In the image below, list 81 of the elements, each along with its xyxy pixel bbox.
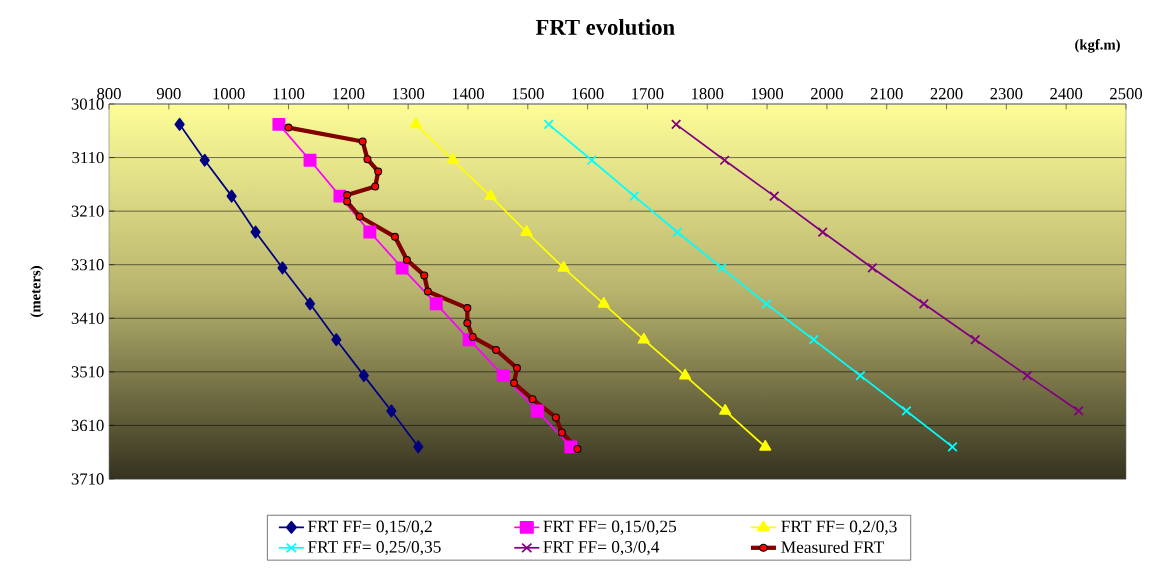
legend-label: FRT FF= 0,3/0,4 (543, 541, 660, 556)
chart-title: FRT evolution (535, 19, 675, 35)
x-tick-label: 2500 (1110, 88, 1143, 100)
point (586, 155, 597, 166)
point (557, 261, 570, 272)
point (409, 117, 422, 129)
point (918, 298, 929, 309)
legend-label: FRT FF= 0,25/0,35 (307, 541, 441, 556)
point (808, 334, 819, 345)
x-tick-label: 1300 (392, 88, 425, 100)
point (303, 153, 317, 167)
point (199, 153, 210, 167)
y-tick-label: 3310 (71, 259, 104, 271)
y-tick-label: 3410 (71, 312, 104, 324)
x-tick-label: 1500 (512, 88, 544, 100)
point (719, 404, 732, 415)
point (386, 404, 397, 418)
point (901, 405, 912, 417)
x-tick-label: 2400 (1050, 88, 1083, 100)
point (530, 404, 544, 418)
x-tick-label: 1200 (333, 88, 365, 100)
point (363, 225, 377, 239)
x-tick-label: 1900 (751, 88, 784, 100)
point (769, 191, 780, 202)
point (395, 261, 409, 275)
point (520, 225, 533, 236)
x-tick-label: 1000 (213, 88, 245, 100)
point (597, 296, 610, 308)
x-tick-label: 1800 (692, 88, 724, 100)
legend-label: FRT FF= 0,2/0,3 (781, 520, 897, 535)
point (855, 370, 866, 381)
x-tick-label: 1100 (273, 88, 305, 100)
point (1073, 405, 1084, 417)
point (174, 117, 185, 131)
point (331, 333, 342, 347)
y-tick-label: 3510 (71, 366, 104, 378)
y-tick-label: 3010 (71, 98, 104, 110)
x-tick-label: 1700 (632, 88, 664, 100)
point (637, 332, 650, 344)
x-tick-label: 1600 (572, 88, 604, 100)
point (716, 262, 727, 274)
point (446, 153, 460, 165)
point (817, 226, 828, 238)
point (970, 334, 981, 345)
legend-label: Measured FRT (781, 540, 884, 553)
x-tick-label: 2000 (810, 88, 843, 100)
point (543, 119, 554, 130)
x-tick-label: 2100 (870, 88, 903, 100)
point (496, 369, 510, 383)
point (226, 189, 237, 203)
point (671, 119, 682, 130)
x-axis-title: (kgf.m) (1075, 39, 1120, 53)
x-tick-label: 2200 (930, 88, 963, 100)
point (1022, 370, 1033, 381)
point (484, 189, 497, 201)
y-tick-label: 3610 (71, 419, 104, 432)
point (272, 117, 286, 131)
point (761, 298, 772, 309)
point (672, 226, 683, 238)
x-tick-label: 800 (97, 88, 121, 100)
point (413, 440, 424, 454)
y-tick-label: 3110 (72, 151, 104, 164)
point (719, 155, 730, 166)
point (947, 441, 958, 452)
point (759, 439, 772, 451)
point (629, 191, 640, 202)
point (250, 225, 261, 239)
x-tick-label: 900 (156, 88, 181, 100)
point (867, 262, 878, 274)
x-tick-label: 2300 (990, 88, 1023, 100)
point (429, 297, 443, 311)
y-tick-label: 3710 (71, 473, 104, 485)
y-axis-title: (meters) (30, 266, 44, 317)
point (277, 261, 288, 275)
point (358, 369, 369, 383)
point (679, 368, 692, 380)
y-tick-label: 3210 (71, 205, 104, 217)
legend-label: FRT FF= 0,15/0,25 (543, 520, 677, 535)
legend-label: FRT FF= 0,15/0,2 (307, 520, 432, 535)
point (304, 297, 316, 311)
x-tick-label: 1400 (452, 88, 484, 100)
